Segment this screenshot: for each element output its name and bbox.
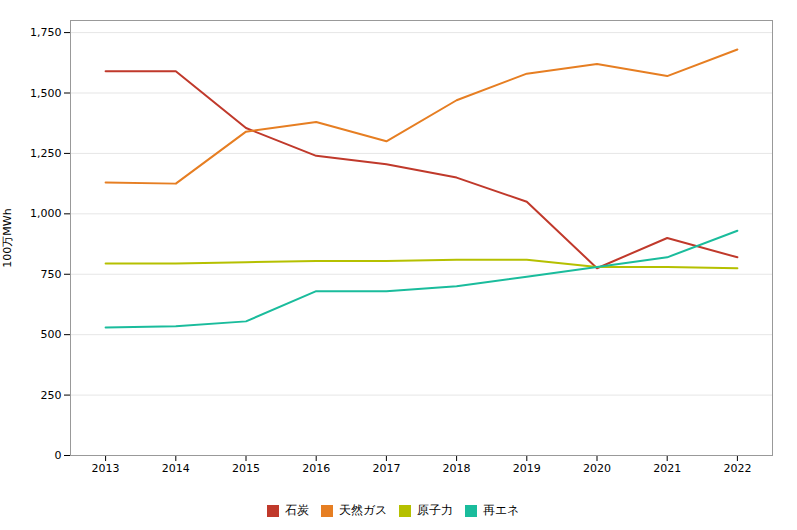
svg-text:2019: 2019: [513, 462, 541, 475]
svg-text:1,000: 1,000: [30, 207, 62, 220]
svg-text:2016: 2016: [302, 462, 330, 475]
svg-text:250: 250: [41, 389, 62, 402]
html-text:再エネ: 再エネ: [482, 503, 519, 517]
svg-text:2015: 2015: [232, 462, 260, 475]
svg-text:2022: 2022: [723, 462, 751, 475]
html-text:原子力: 原子力: [416, 503, 453, 517]
svg-text:500: 500: [41, 328, 62, 341]
svg-text:2013: 2013: [92, 462, 120, 475]
svg-text:2014: 2014: [162, 462, 190, 475]
html-text:石炭: 石炭: [284, 503, 309, 517]
svg-text:1,500: 1,500: [30, 87, 62, 100]
svg-text:100万MWh: 100万MWh: [1, 208, 14, 267]
svg-text:2021: 2021: [653, 462, 681, 475]
svg-text:1,750: 1,750: [30, 26, 62, 39]
svg-text:2018: 2018: [443, 462, 471, 475]
svg-text:0: 0: [55, 449, 62, 462]
svg-text:2020: 2020: [583, 462, 611, 475]
svg-text:750: 750: [41, 268, 62, 281]
svg-text:1,250: 1,250: [30, 147, 62, 160]
svg-text:2017: 2017: [372, 462, 400, 475]
html-text:天然ガス: 天然ガス: [338, 503, 387, 517]
